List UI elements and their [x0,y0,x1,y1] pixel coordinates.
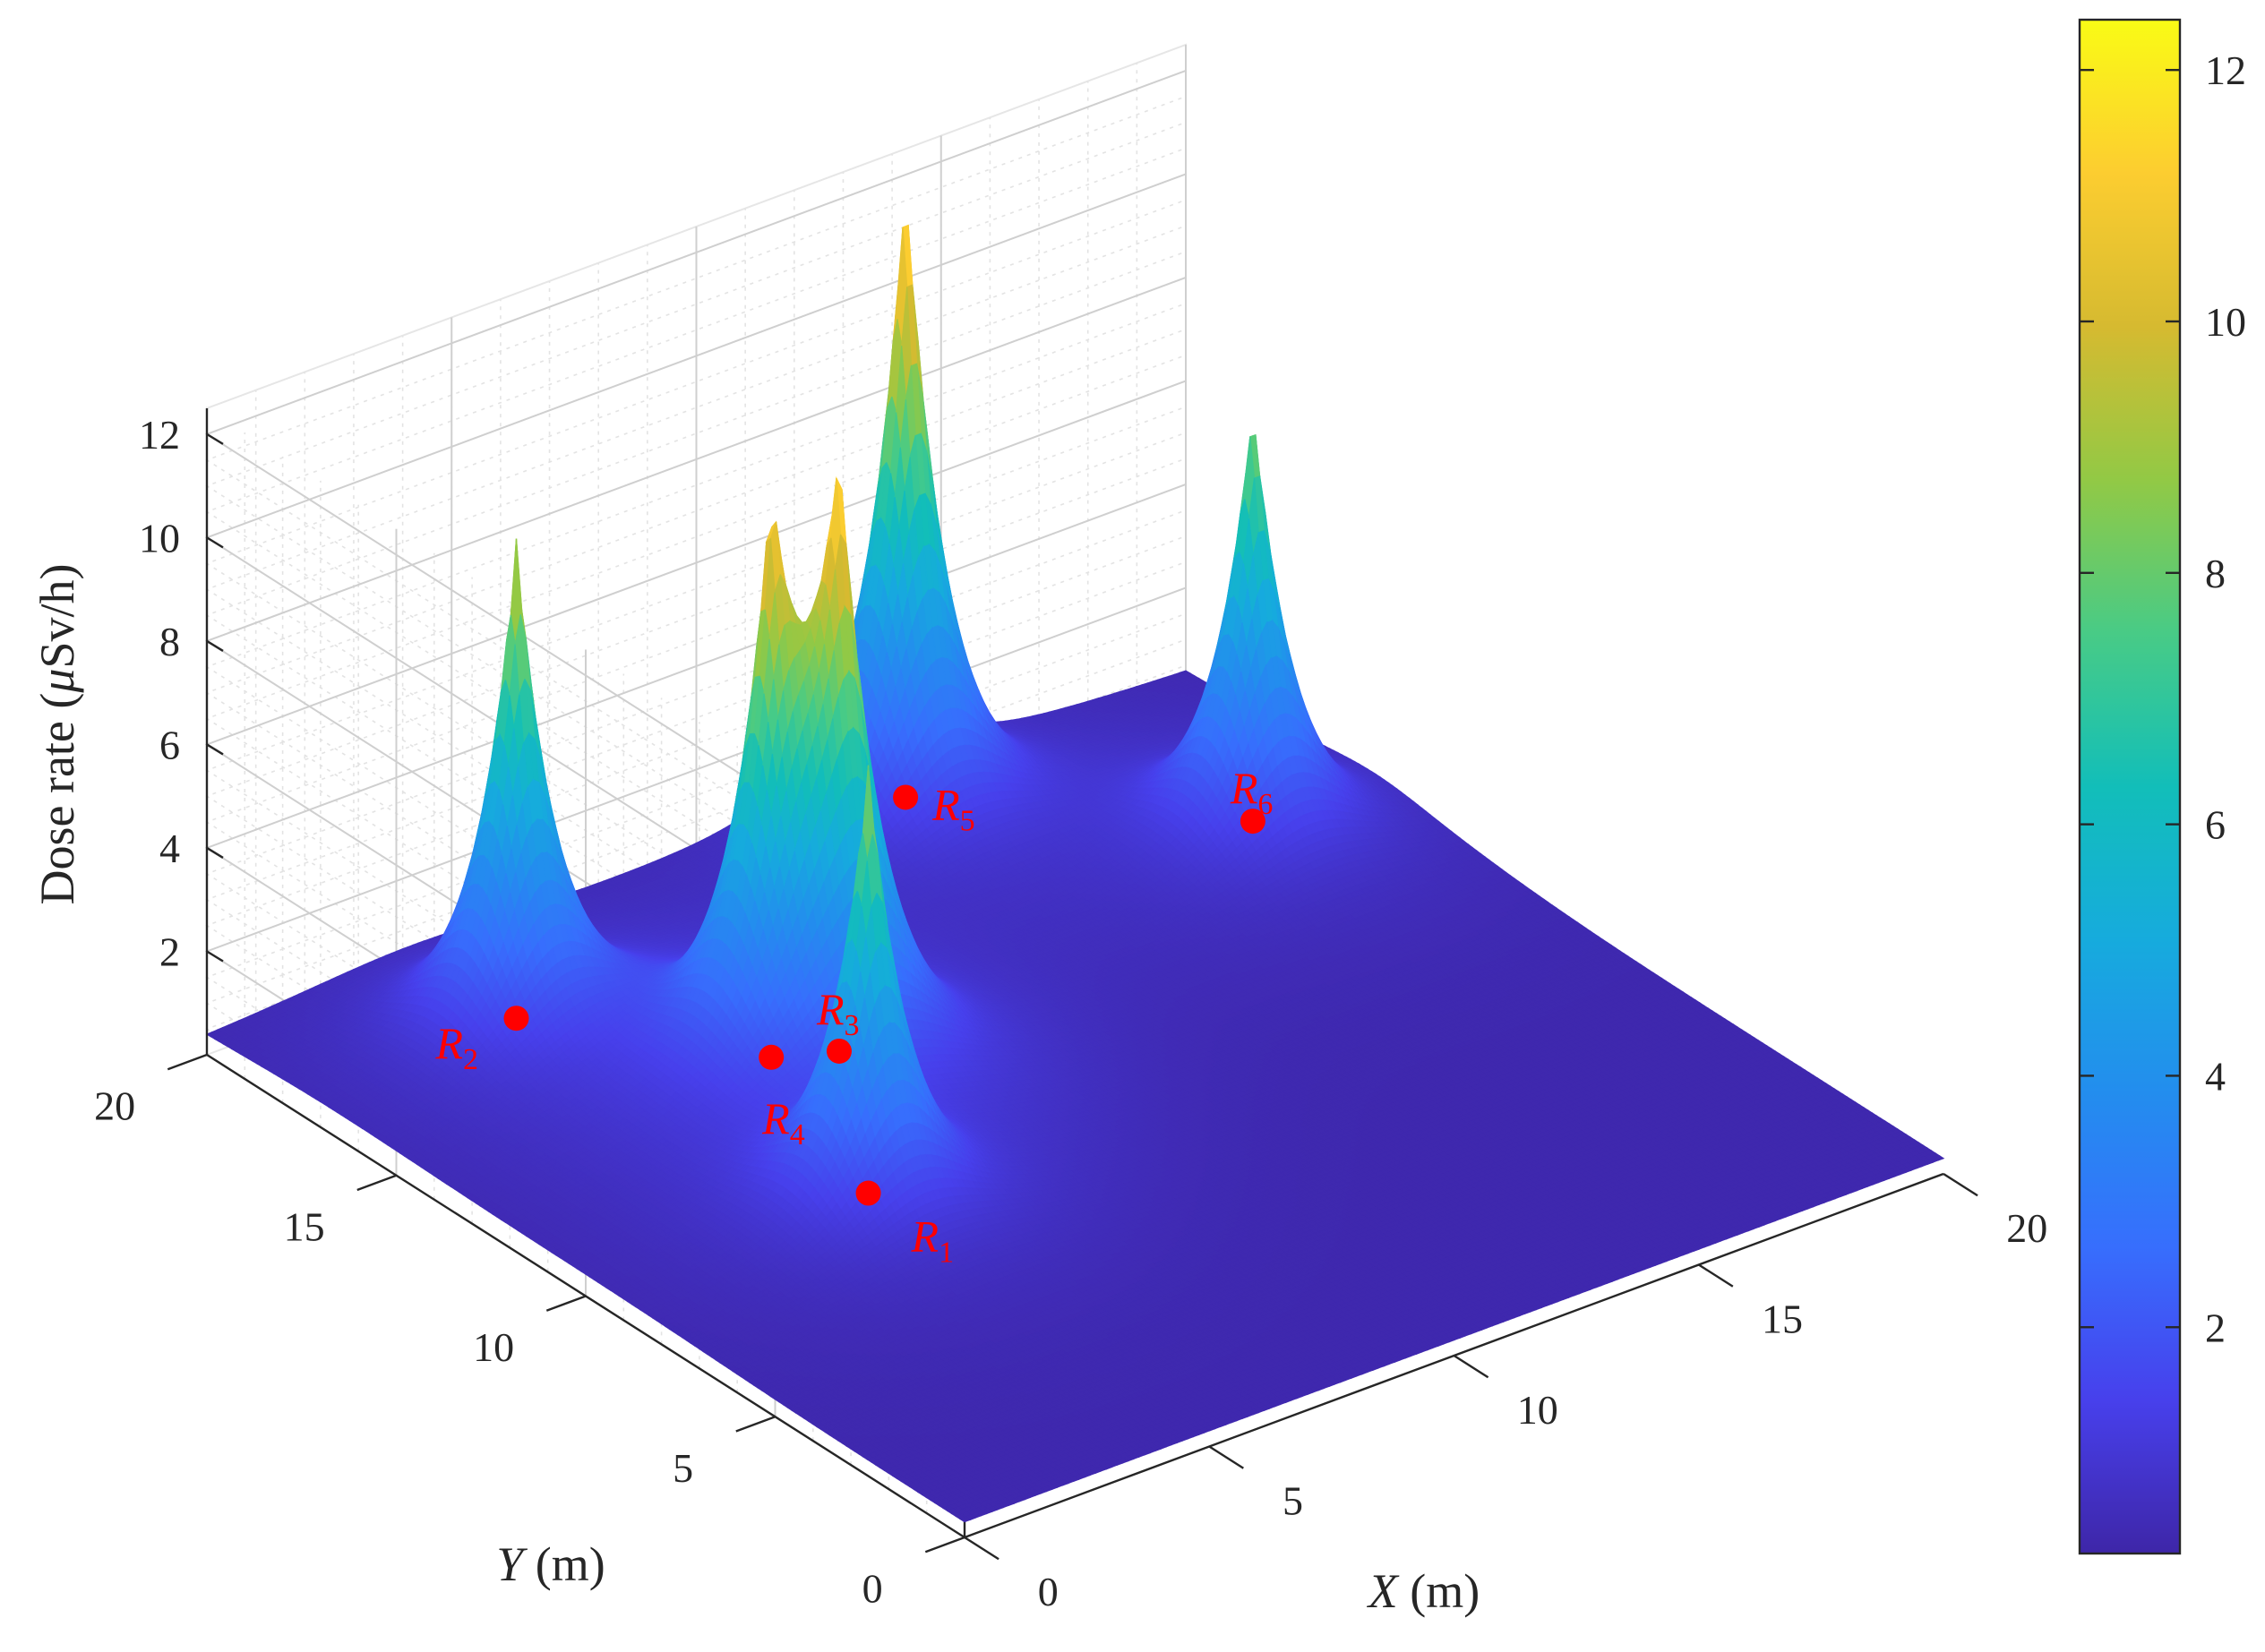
x-tick-label: 20 [2006,1205,2047,1251]
source-label-r6: R6 [1230,763,1274,821]
z-tick-label: 8 [159,619,180,664]
z-tick-label: 6 [159,722,180,767]
x-tick-label: 0 [1038,1569,1059,1614]
z-tick-mark [206,846,224,859]
y-tick-mark [167,1053,208,1071]
z-tick-label: 10 [139,515,180,561]
source-marker-r2 [503,1006,529,1031]
z-tick-mark [206,950,224,963]
source-label-r5: R5 [931,779,975,837]
z-tick-mark [206,536,224,549]
z-tick-label: 12 [139,412,180,458]
x-tick-label: 10 [1517,1387,1558,1433]
y-tick-label: 10 [473,1324,514,1370]
x-tick-label: 5 [1283,1477,1303,1523]
colorbar-tick-label: 6 [2205,802,2226,848]
colorbar-bar [2078,18,2182,1555]
source-marker-r4 [759,1044,785,1070]
y-tick-label: 15 [284,1203,325,1249]
axes: 0 5 10 15 20 0 5 10 15 20 2 4 6 8 10 12 X (m) Y (m) Dose r… [30,408,2047,1618]
source-marker-r1 [855,1180,881,1206]
y-tick-label: 0 [862,1566,883,1612]
x-tick-label: 15 [1762,1296,1803,1341]
source-marker-r3 [826,1038,852,1064]
source-marker-r5 [893,784,919,810]
y-axis-title: Y (m) [496,1537,605,1591]
y-tick-mark [545,1295,587,1312]
z-axis-title: Dose rate (μSv/h) [30,563,84,904]
z-tick-label: 2 [159,929,180,974]
source-label-r3: R3 [816,984,860,1042]
y-tick-mark [924,1536,965,1554]
x-tick-mark [1208,1445,1244,1469]
colorbar-tick-label: 12 [2205,47,2246,93]
source-marker-r6 [1240,809,1265,835]
z-tick-mark [206,743,224,756]
y-tick-mark [356,1174,397,1192]
x-tick-mark [964,1536,1000,1561]
source-label-r4: R4 [761,1093,805,1151]
z-tick-label: 4 [159,826,180,871]
x-tick-mark [1453,1354,1489,1379]
y-tick-label: 20 [94,1083,135,1129]
source-label-r2: R2 [435,1018,479,1076]
colorbar: 2 4 6 8 10 12 [2078,18,2246,1555]
z-tick-mark [206,432,224,445]
y-tick-label: 5 [673,1445,693,1491]
colorbar-tick-label: 10 [2205,299,2246,345]
x-tick-mark [1698,1263,1734,1288]
colorbar-tick-label: 2 [2205,1305,2226,1350]
colorbar-tick-label: 8 [2205,551,2226,596]
z-tick-mark [206,639,224,652]
x-axis-title: X (m) [1367,1564,1480,1618]
dose-surface [205,224,1945,1523]
y-tick-mark [735,1416,776,1433]
x-tick-mark [1943,1172,1978,1197]
colorbar-tick-label: 4 [2205,1053,2226,1099]
source-label-r1: R1 [911,1211,955,1270]
